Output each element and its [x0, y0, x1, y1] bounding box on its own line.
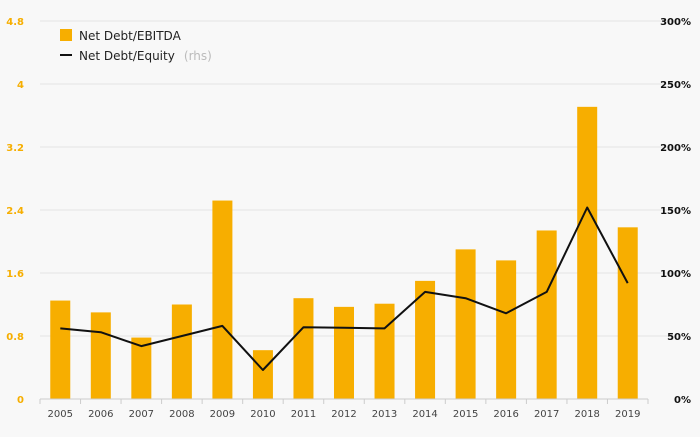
left-axis-tick-label: 0.8: [6, 332, 24, 343]
x-axis-tick-label: 2012: [331, 409, 356, 420]
bar-2019: [617, 227, 638, 399]
left-axis-tick-label: 4: [17, 80, 24, 91]
x-axis-tick-label: 2014: [412, 409, 437, 420]
x-axis-ticks: 2005 2006 2007 2008 2009 2010 2011 2012 2013 2014…: [39, 399, 649, 420]
legend-label-bar: Net Debt/EBITDA: [79, 29, 182, 43]
x-axis-tick-label: 2013: [372, 409, 397, 420]
bar-2009: [212, 200, 233, 399]
bar-2010: [252, 350, 273, 399]
left-axis-tick-label: 1.6: [6, 269, 24, 280]
x-axis-tick-label: 2005: [48, 409, 73, 420]
bar-2013: [374, 303, 395, 399]
bar-2005: [50, 300, 71, 399]
bar-2007: [131, 337, 152, 399]
x-axis-tick-label: 2007: [129, 409, 154, 420]
bar-series: [50, 106, 638, 400]
x-axis-tick-label: 2017: [534, 409, 559, 420]
right-axis-tick-label: 100%: [660, 269, 691, 280]
left-axis-ticks: 0 0.8 1.6 2.4 3.2 4 4.8: [6, 17, 24, 406]
left-axis-tick-label: 0: [17, 395, 24, 406]
bar-2012: [334, 306, 354, 399]
x-axis-tick-label: 2011: [291, 409, 316, 420]
right-axis-tick-label: 50%: [667, 332, 691, 343]
right-axis-tick-label: 200%: [660, 143, 691, 154]
bar-2011: [293, 298, 314, 399]
x-axis-tick-label: 2018: [574, 409, 599, 420]
x-axis-tick-label: 2006: [88, 409, 113, 420]
right-axis-tick-label: 250%: [660, 80, 691, 91]
x-axis-tick-label: 2008: [169, 409, 194, 420]
legend-label-line-name: Net Debt/Equity: [79, 49, 175, 63]
x-axis-tick-label: 2010: [250, 409, 275, 420]
legend-label-line: Net Debt/Equity (rhs): [79, 45, 212, 64]
x-axis-tick-label: 2009: [210, 409, 235, 420]
line-series-net-debt-equity: [60, 206, 629, 371]
x-axis-tick-label: 2019: [615, 409, 640, 420]
bar-2016: [496, 260, 517, 399]
bar-2006: [90, 312, 111, 399]
legend-swatch-bar: [60, 29, 72, 41]
gridlines: [40, 20, 672, 337]
right-axis-tick-label: 0%: [674, 395, 691, 406]
bar-2014: [415, 280, 436, 399]
bar-2017: [536, 230, 557, 399]
x-axis-tick-label: 2016: [493, 409, 518, 420]
legend: Net Debt/EBITDA Net Debt/Equity (rhs): [60, 29, 212, 64]
legend-label-line-rhs: (rhs): [184, 49, 212, 63]
left-axis-tick-label: 4.8: [6, 17, 24, 28]
bar-2008: [171, 304, 192, 399]
right-axis-ticks: 0% 50% 100% 150% 200% 250% 300%: [660, 17, 691, 406]
x-axis-tick-label: 2015: [453, 409, 478, 420]
right-axis-tick-label: 150%: [660, 206, 691, 217]
bar-2015: [455, 249, 476, 399]
left-axis-tick-label: 3.2: [6, 143, 24, 154]
right-axis-tick-label: 300%: [660, 17, 691, 28]
bar-2018: [577, 106, 598, 400]
left-axis-tick-label: 2.4: [6, 206, 24, 217]
